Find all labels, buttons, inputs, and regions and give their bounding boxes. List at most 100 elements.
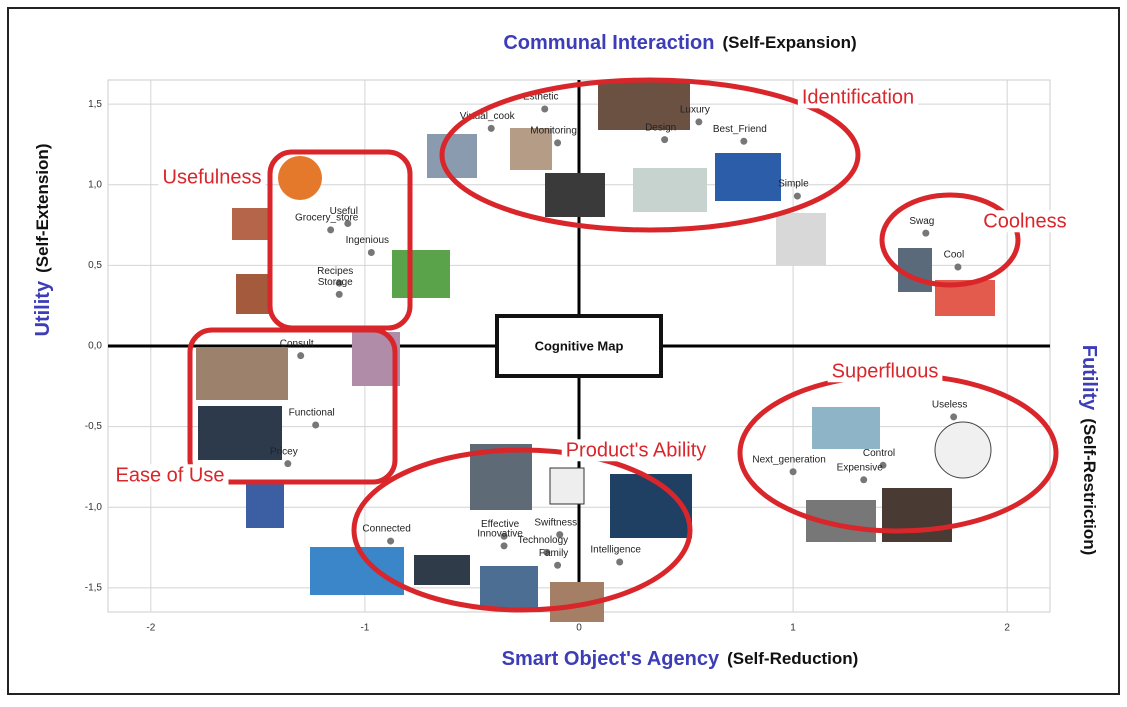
cluster-outline — [351, 447, 693, 613]
x-tick-label: 1 — [790, 623, 796, 634]
annotation-bg — [111, 464, 229, 487]
point — [387, 537, 395, 545]
point — [284, 460, 292, 468]
annotations: Identification Usefulness Coolness Superflu… — [111, 77, 1071, 613]
center-box — [495, 314, 663, 378]
point-label: Technology — [518, 535, 569, 546]
cluster-outline — [879, 192, 1021, 288]
axis-title: Utility — [32, 280, 54, 336]
thumbnail — [392, 250, 450, 298]
point-label: Control — [863, 448, 895, 459]
thumbnail — [610, 474, 692, 538]
point — [297, 352, 305, 360]
thumbnail — [510, 128, 552, 170]
thumbnail — [633, 168, 707, 212]
x-tick-label: 0 — [576, 623, 582, 634]
point — [695, 118, 703, 126]
point — [554, 139, 562, 147]
point — [556, 531, 564, 539]
point-label: Swiftness — [534, 517, 577, 528]
y-tick-label: 0,0 — [88, 341, 102, 352]
point-label: Swag — [909, 216, 934, 227]
point — [367, 248, 375, 256]
annotation: Ease of Use — [116, 464, 225, 486]
axis-title: Communal Interaction — [503, 32, 714, 54]
thumbnail — [427, 134, 477, 178]
axis-subtitle: (Self-Expansion) — [723, 33, 857, 52]
point — [789, 468, 797, 476]
x-tick-label: 2 — [1004, 623, 1010, 634]
point — [740, 137, 748, 145]
y-tick-label: -1,0 — [85, 502, 103, 513]
thumbnails — [196, 82, 995, 622]
thumbnail — [278, 156, 322, 200]
y-tick-label: 0,5 — [88, 260, 102, 271]
thumbnail — [414, 555, 470, 585]
bottom-title: Smart Object's Agency (Self-Reduction) — [502, 648, 859, 670]
cluster-outline — [439, 77, 861, 233]
axis-subtitle: (Self-Restriction) — [1080, 418, 1099, 555]
point-label: Luxury — [680, 105, 710, 116]
point — [541, 105, 549, 113]
point — [312, 421, 320, 429]
axis-title: Smart Object's Agency — [502, 648, 720, 670]
left-title: Utility (Self-Extension) — [32, 144, 54, 337]
point-label: Functional — [289, 408, 335, 419]
y-tick-label: 1,5 — [88, 99, 102, 110]
point-label: Recipes — [317, 266, 353, 277]
point — [327, 226, 335, 234]
point-label: Next_generation — [752, 454, 825, 465]
thumbnail — [198, 406, 282, 460]
point-label: Design — [645, 122, 676, 133]
marks: Esthetic Virtual_cook Monitoring LuxuryBest… — [270, 92, 968, 569]
thumbnail — [232, 208, 268, 240]
point — [335, 290, 343, 298]
point-label: Storage — [318, 277, 353, 288]
point — [954, 263, 962, 271]
point — [922, 229, 930, 237]
point-label: Simple — [778, 179, 809, 190]
point-label: Connected — [362, 524, 410, 535]
point — [554, 561, 562, 569]
point — [616, 558, 624, 566]
point — [543, 548, 551, 556]
point — [793, 192, 801, 200]
point-label: Pricey — [270, 446, 298, 457]
annotation: Identification — [802, 86, 914, 108]
y-tick-label: -0,5 — [85, 421, 103, 432]
x-tick-label: -1 — [360, 623, 369, 634]
point — [860, 476, 868, 484]
thumbnail — [715, 153, 781, 201]
point-label: Intelligence — [590, 545, 641, 556]
top-title: Communal Interaction (Self-Expansion) — [503, 32, 856, 54]
point-label: Cool — [944, 250, 965, 261]
axis-subtitle: (Self-Reduction) — [727, 649, 858, 668]
annotation-bg — [797, 86, 919, 109]
thumbnail — [549, 467, 585, 505]
annotation: Product's Ability — [566, 439, 707, 461]
point — [879, 461, 887, 469]
point-label: Monitoring — [530, 126, 577, 137]
center-label: Cognitive Map — [535, 338, 624, 353]
thumbnail — [480, 566, 538, 608]
annotation-bg — [827, 360, 943, 383]
right-title: Futility (Self-Restriction) — [1078, 345, 1100, 556]
annotation: Usefulness — [163, 166, 262, 188]
annotation: Coolness — [983, 210, 1066, 232]
point-label: Consult — [280, 338, 314, 349]
annotation: Superfluous — [832, 360, 939, 382]
axis-title: Futility — [1078, 345, 1100, 411]
annotation-bg — [979, 210, 1071, 233]
point-label: Family — [539, 548, 568, 559]
thumbnail — [776, 213, 826, 265]
point-label: Useless — [932, 400, 968, 411]
thumbnail — [598, 82, 690, 130]
point-label: Virtual_cook — [460, 111, 516, 122]
point-label: Best_Friend — [713, 124, 767, 135]
thumbnail — [310, 547, 404, 595]
thumbnail — [196, 348, 288, 400]
thumbnail — [812, 407, 880, 449]
thumbnail — [934, 421, 992, 479]
point-label: Esthetic — [523, 92, 559, 103]
